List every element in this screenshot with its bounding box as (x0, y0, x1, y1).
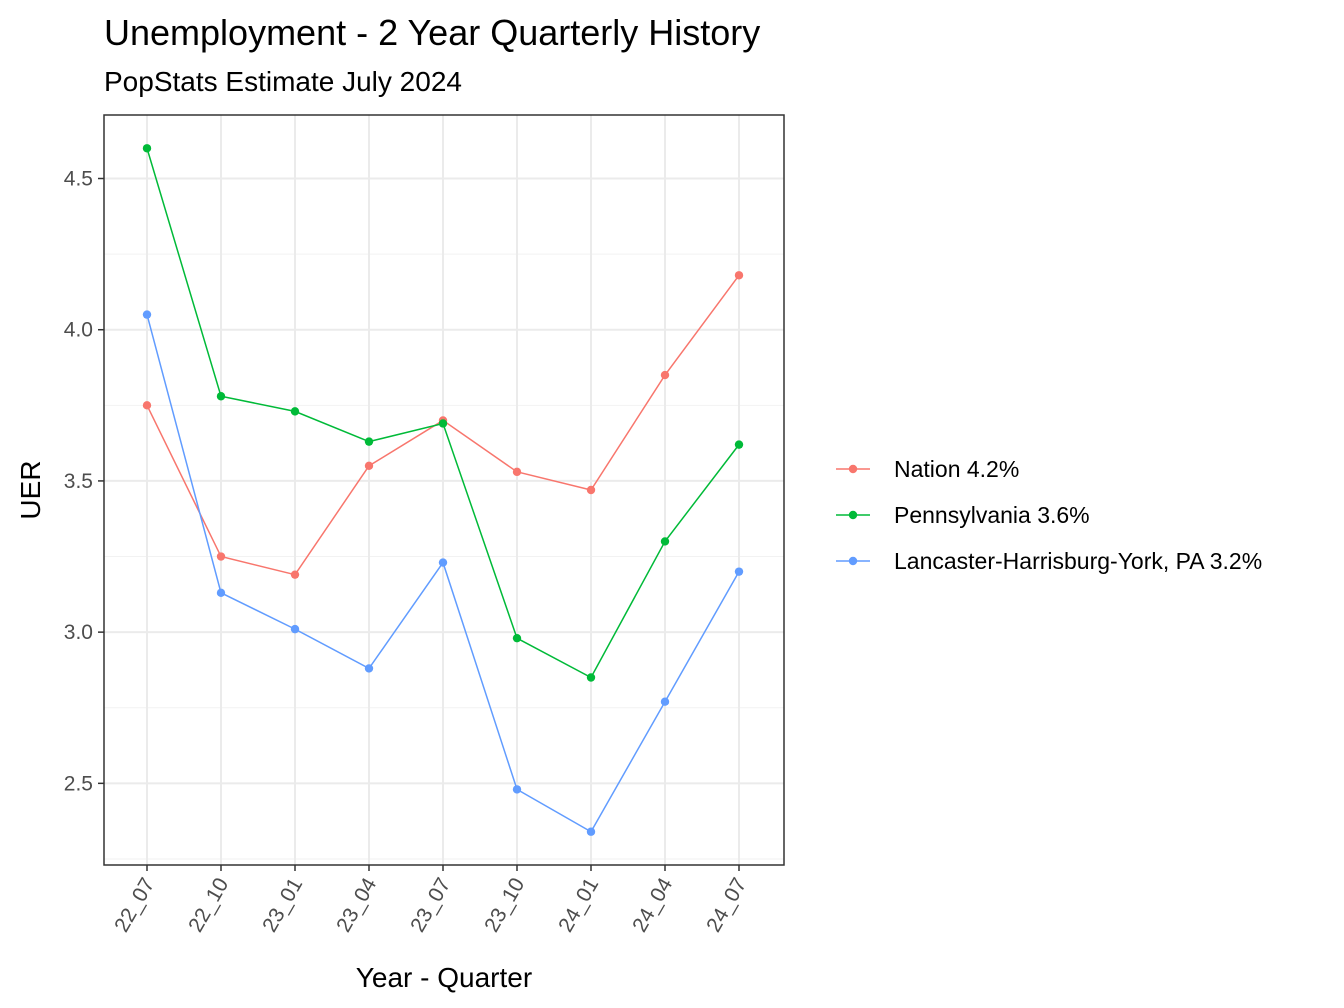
data-point (290, 624, 300, 634)
x-tick-label: 23_07 (406, 874, 455, 936)
axes: 2.5 3.0 3.5 4.0 4.5 22_07 22_10 23_01 23_04 23_07… (64, 114, 785, 936)
data-point (586, 673, 596, 682)
y-tick-label: 3.5 (64, 470, 93, 493)
data-point (364, 664, 374, 673)
plot-area (104, 115, 784, 865)
data-point (512, 785, 522, 794)
y-axis-title: UER (15, 460, 46, 519)
data-point (216, 392, 226, 401)
data-point (290, 570, 300, 579)
data-point (142, 401, 152, 410)
x-tick-label: 23_10 (480, 874, 529, 936)
data-point (142, 144, 152, 153)
data-point (438, 558, 448, 567)
data-point (586, 485, 596, 495)
y-tick-label: 4.5 (64, 168, 93, 191)
legend-key-point (848, 464, 858, 474)
panel-border (103, 114, 785, 866)
data-point (734, 567, 744, 576)
data-point (660, 370, 670, 380)
legend-key-point (848, 510, 858, 520)
data-point (512, 467, 522, 477)
data-point (660, 537, 670, 546)
legend-label: Pennsylvania 3.6% (894, 502, 1090, 528)
x-tick-label: 23_04 (332, 874, 381, 936)
x-tick-label: 24_04 (628, 874, 677, 936)
data-point (364, 461, 374, 471)
data-point (216, 552, 226, 561)
data-point (364, 437, 374, 446)
legend: Nation 4.2% Pennsylvania 3.6% Lancaster-Ha… (836, 456, 1262, 574)
legend-label: Lancaster-Harrisburg-York, PA 3.2% (894, 548, 1262, 574)
legend-key-point (848, 556, 858, 566)
y-tick-label: 3.0 (64, 621, 93, 644)
data-point (734, 271, 744, 280)
data-point (512, 633, 522, 643)
chart-title: Unemployment - 2 Year Quarterly History (104, 12, 760, 53)
x-tick-label: 24_01 (554, 874, 603, 936)
y-tick-label: 4.0 (64, 319, 93, 342)
data-point (660, 697, 670, 706)
chart-subtitle: PopStats Estimate July 2024 (104, 66, 462, 97)
data-point (290, 407, 300, 416)
x-tick-label: 23_01 (258, 874, 307, 936)
data-point (216, 588, 226, 598)
data-point (586, 827, 596, 836)
x-tick-label: 22_10 (184, 874, 233, 936)
legend-label: Nation 4.2% (894, 456, 1019, 482)
data-point (438, 419, 448, 428)
data-point (142, 310, 152, 319)
data-point (734, 440, 744, 449)
x-tick-label: 22_07 (110, 874, 159, 936)
x-tick-label: 24_07 (702, 874, 751, 936)
y-tick-label: 2.5 (64, 772, 93, 795)
x-axis-title: Year - Quarter (356, 962, 532, 993)
